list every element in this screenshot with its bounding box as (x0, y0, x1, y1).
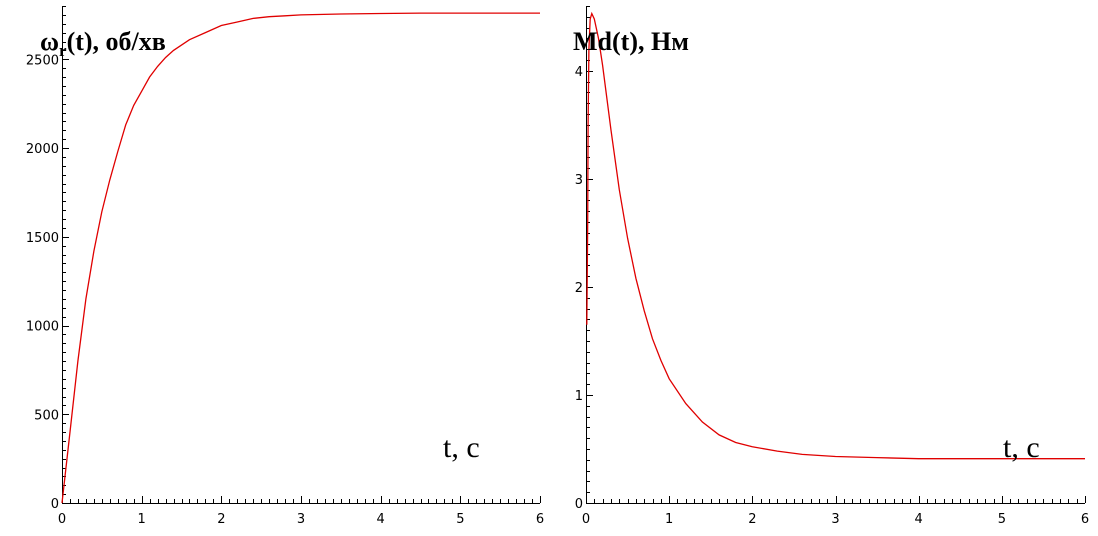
chart-torque-x-tick-label: 1 (665, 512, 673, 527)
chart-torque-x-tick-label: 3 (831, 512, 839, 527)
chart-torque-marks: 0 1 2 3 4 5 6 0 1 2 3 4 (575, 6, 1089, 527)
chart-torque-x-tick-label: 0 (582, 512, 590, 527)
chart-speed-marks: 0 1 2 3 4 5 6 0 500 1000 1500 2000 2500 (26, 6, 544, 527)
chart-torque-y-tick-label: 2 (575, 281, 583, 296)
chart-speed-x-tick-label: 4 (377, 512, 385, 527)
chart-speed-x-tick-label: 0 (58, 512, 66, 527)
chart-speed-title-sub: r (59, 41, 67, 60)
chart-speed-y-tick-label: 0 (51, 497, 59, 512)
chart-speed-series-line (61, 12, 540, 504)
chart-speed-x-tick-label: 5 (456, 512, 464, 527)
chart-speed-y-tick-label: 1000 (26, 320, 59, 335)
chart-torque-series-line (586, 11, 1085, 460)
chart-speed-title-rest: (t), об/хв (67, 27, 166, 56)
chart-speed-x-tick-label: 2 (217, 512, 225, 527)
chart-torque-y-tick-label: 0 (575, 497, 583, 512)
chart-speed: 0 1 2 3 4 5 6 0 500 1000 1500 2000 2500 ωr(t), об/хв… (26, 6, 544, 527)
chart-torque-x-tick-label: 6 (1081, 512, 1089, 527)
chart-torque-x-tick-label: 2 (748, 512, 756, 527)
chart-torque-y-tick-label: 3 (575, 173, 583, 188)
chart-speed-y-tick-label: 1500 (26, 231, 59, 246)
chart-speed-title: ωr(t), об/хв (40, 27, 166, 60)
chart-torque-xlabel: t, c (1003, 431, 1040, 464)
chart-speed-y-tick-label: 2500 (26, 53, 59, 68)
chart-torque-title: Md(t), Нм (573, 27, 689, 56)
chart-torque-y-tick-label: 1 (575, 389, 583, 404)
chart-torque-x-tick-label: 4 (915, 512, 923, 527)
chart-speed-x-tick-label: 3 (297, 512, 305, 527)
chart-speed-y-tick-label: 2000 (26, 142, 59, 157)
chart-torque-x-tick-label: 5 (998, 512, 1006, 527)
chart-speed-xlabel: t, c (443, 431, 480, 464)
chart-torque-y-tick-label: 4 (575, 65, 583, 80)
chart-speed-y-tick-label: 500 (34, 408, 59, 423)
chart-speed-x-tick-label: 6 (536, 512, 544, 527)
chart-speed-x-tick-label: 1 (138, 512, 146, 527)
chart-torque: 0 1 2 3 4 5 6 0 1 2 3 4 Md(t), Нм t, c (573, 6, 1089, 527)
chart-speed-title-main: ω (40, 27, 59, 56)
